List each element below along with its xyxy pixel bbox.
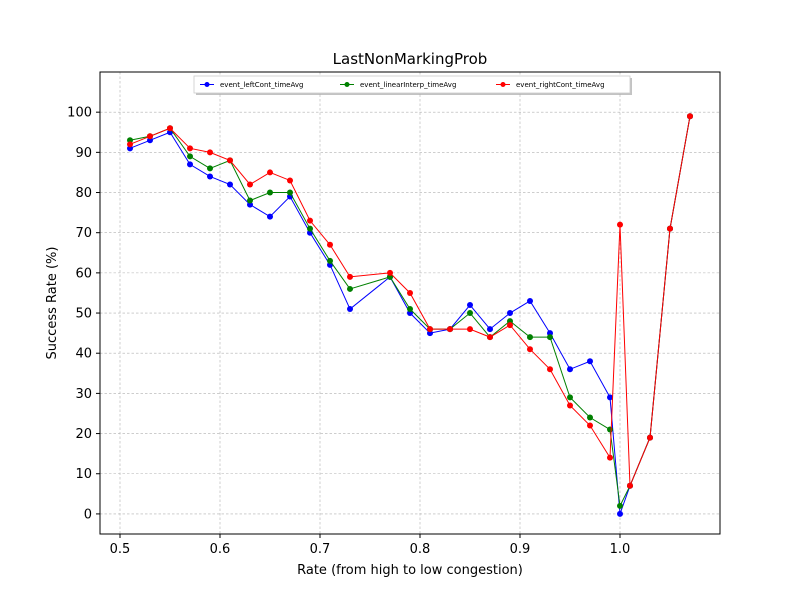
legend-marker xyxy=(204,82,210,87)
data-point xyxy=(387,269,393,276)
legend-marker xyxy=(500,82,506,87)
chart-title: LastNonMarkingProb xyxy=(333,50,488,68)
data-point xyxy=(567,402,573,409)
legend-label: event_leftCont_timeAvg xyxy=(220,81,303,89)
data-point xyxy=(587,422,593,429)
series-3 xyxy=(127,113,693,489)
data-point xyxy=(347,273,353,280)
legend-item: event_linearInterp_timeAvg xyxy=(340,81,456,89)
legend-label: event_linearInterp_timeAvg xyxy=(360,81,456,89)
legend-item: event_leftCont_timeAvg xyxy=(200,81,303,89)
y-tick-label: 30 xyxy=(75,387,92,402)
data-point xyxy=(327,241,333,248)
data-point xyxy=(617,221,623,228)
data-point xyxy=(267,169,273,176)
legend-marker xyxy=(344,82,350,87)
data-point xyxy=(307,217,313,224)
data-point xyxy=(287,189,293,196)
data-point xyxy=(247,181,253,188)
y-tick-label: 70 xyxy=(75,226,92,241)
axis-ticks: 0.5 0.6 0.7 0.8 0.9 1.0 0 10 20 30 40 50 60 70 80 90 100 xyxy=(67,106,630,557)
data-point xyxy=(327,257,333,264)
data-point xyxy=(507,310,513,317)
y-tick-label: 60 xyxy=(75,266,92,281)
data-point xyxy=(607,454,613,461)
data-point xyxy=(527,334,533,341)
data-point xyxy=(127,141,133,148)
data-point xyxy=(187,153,193,160)
data-point xyxy=(627,482,633,489)
x-tick-label: 0.5 xyxy=(110,542,131,557)
y-tick-label: 0 xyxy=(84,507,92,522)
plot-frame xyxy=(99,71,721,535)
data-point xyxy=(187,161,193,168)
legend-label: event_rightCont_timeAvg xyxy=(516,81,605,89)
x-axis-label: Rate (from high to low congestion) xyxy=(297,563,523,578)
data-point xyxy=(487,326,493,333)
data-point xyxy=(227,157,233,164)
data-point xyxy=(607,394,613,401)
data-point xyxy=(167,125,173,132)
y-tick-label: 80 xyxy=(75,186,92,201)
x-tick-label: 1.0 xyxy=(610,542,631,557)
data-point xyxy=(447,326,453,333)
data-point xyxy=(567,394,573,401)
x-tick-label: 0.7 xyxy=(310,542,331,557)
data-point xyxy=(617,502,623,509)
series-group xyxy=(127,113,693,517)
y-tick-label: 20 xyxy=(75,427,92,442)
data-point xyxy=(607,426,613,433)
legend-box xyxy=(193,75,631,94)
y-tick-label: 40 xyxy=(75,347,92,362)
data-point xyxy=(347,306,353,313)
data-point xyxy=(617,510,623,517)
data-point xyxy=(527,297,533,304)
data-point xyxy=(247,197,253,204)
x-tick-label: 0.8 xyxy=(410,542,431,557)
legend-item: event_rightCont_timeAvg xyxy=(496,81,605,89)
data-point xyxy=(267,213,273,220)
data-point xyxy=(207,165,213,172)
data-point xyxy=(207,149,213,156)
data-point xyxy=(467,302,473,309)
data-point xyxy=(587,414,593,421)
legend-items: event_leftCont_timeAvg event_linearInterp… xyxy=(200,81,605,89)
data-point xyxy=(347,285,353,292)
y-axis-label: Success Rate (%) xyxy=(45,247,60,360)
data-point xyxy=(467,326,473,333)
y-tick-label: 100 xyxy=(67,106,92,121)
data-point xyxy=(507,322,513,329)
data-point xyxy=(487,334,493,341)
y-tick-label: 10 xyxy=(75,467,92,482)
x-tick-label: 0.9 xyxy=(510,542,531,557)
legend: event_leftCont_timeAvg event_linearInterp… xyxy=(193,75,632,95)
data-point xyxy=(567,366,573,373)
data-point xyxy=(647,434,653,441)
data-point xyxy=(187,145,193,152)
data-point xyxy=(407,289,413,296)
data-point xyxy=(287,177,293,184)
data-point xyxy=(227,181,233,188)
x-tick-label: 0.6 xyxy=(210,542,231,557)
data-point xyxy=(667,225,673,232)
data-point xyxy=(207,173,213,180)
data-point xyxy=(547,366,553,373)
data-point xyxy=(307,225,313,232)
data-point xyxy=(427,326,433,333)
data-point xyxy=(687,113,693,120)
data-point xyxy=(527,346,533,353)
y-tick-label: 90 xyxy=(75,146,92,161)
grid xyxy=(100,72,720,534)
data-point xyxy=(587,358,593,365)
data-point xyxy=(547,334,553,341)
data-point xyxy=(147,133,153,140)
y-tick-label: 50 xyxy=(75,307,92,322)
data-point xyxy=(467,310,473,317)
data-point xyxy=(267,189,273,196)
data-point xyxy=(407,306,413,313)
